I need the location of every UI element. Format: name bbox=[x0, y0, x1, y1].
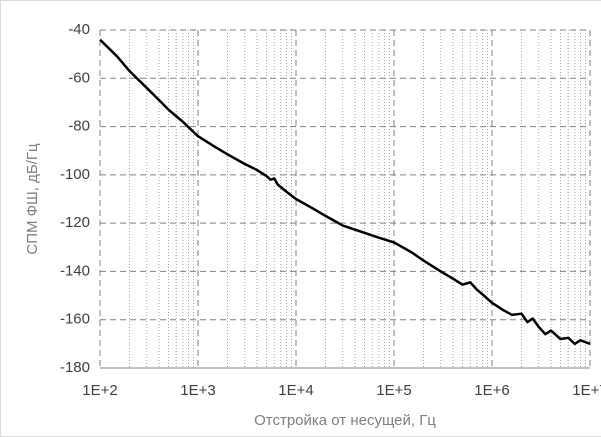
y-tick-label: -100 bbox=[60, 166, 90, 183]
x-tick-label: 1E+4 bbox=[278, 382, 313, 399]
x-tick-label: 1E+6 bbox=[474, 382, 509, 399]
y-tick-label: -60 bbox=[68, 69, 90, 86]
y-tick-label: -120 bbox=[60, 214, 90, 231]
x-tick-label: 1E+7 bbox=[572, 382, 601, 399]
data-line bbox=[99, 38, 591, 346]
y-tick-label: -180 bbox=[60, 359, 90, 376]
x-axis-title: Отстройка от несущей, Гц bbox=[254, 412, 436, 429]
x-tick-label: 1E+3 bbox=[180, 382, 215, 399]
y-tick-label: -140 bbox=[60, 262, 90, 279]
x-tick-label: 1E+2 bbox=[82, 382, 117, 399]
y-tick-label: -80 bbox=[68, 118, 90, 135]
y-axis-title: СПМ ФШ, дБ/Гц bbox=[24, 143, 41, 255]
y-tick-label: -40 bbox=[68, 21, 90, 38]
y-tick-label: -160 bbox=[60, 311, 90, 328]
x-tick-label: 1E+5 bbox=[376, 382, 411, 399]
